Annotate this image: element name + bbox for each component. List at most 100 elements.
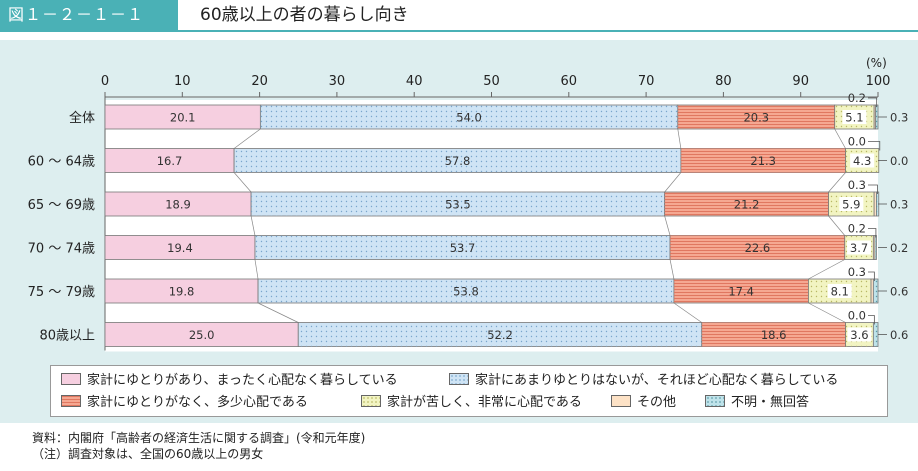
data-label-bg [839,197,864,211]
figure-title: 60歳以上の者の暮らし向き [200,5,409,25]
legend-label: 家計にゆとりがなく、多少心配である [87,395,308,410]
legend-item: 家計が苦しく、非常に心配である [361,394,582,412]
plot-area [105,100,878,352]
legend-swatch [705,395,725,407]
data-label-noanswer: 0.6 [890,285,908,299]
legend-label: その他 [637,395,677,410]
data-label: 53.8 [453,285,479,299]
legend-swatch [611,395,631,407]
data-label: 21.3 [750,154,776,168]
x-tick-label: 80 [715,74,732,89]
leader-line-other [868,141,881,151]
connector-line [254,259,259,280]
data-label-other: 0.0 [848,135,866,149]
data-label-bg [847,240,872,255]
bar-segment [104,191,252,217]
category-label: 全体 [69,110,95,126]
chart-panel: 0 10 20 30 40 50 60 70 80 90 100 (%) 全体 20.1 54.0 20.3… [0,40,918,423]
data-label: 4.3 [853,154,871,168]
category-label: 80歳以上 [39,329,95,344]
figure-header: 図１－２－１－１ 60歳以上の者の暮らし向き [0,0,918,32]
bar-segment-pattern [701,322,846,347]
data-label: 25.0 [189,328,215,342]
bar-segment-pattern [876,192,879,216]
bar-segment-pattern [251,192,665,216]
legend-swatch [449,373,469,385]
data-label: 8.1 [831,285,849,299]
legend-swatch [61,373,81,385]
legend-swatch [61,395,81,407]
stacked-bar-chart: 0 10 20 30 40 50 60 70 80 90 100 (%) 全体 20.1 54.0 20.3… [28,56,908,352]
x-tick-label: 30 [329,74,346,89]
connector-line [233,172,252,193]
data-label: 53.7 [450,241,476,255]
bar-segment-pattern [875,105,878,129]
legend-item: 家計にゆとりがあり、まったく心配なく暮らしている [61,372,398,390]
data-label: 18.9 [165,198,191,212]
bar-segment-pattern [254,235,671,260]
data-label: 19.8 [169,285,195,299]
connector-line [257,302,299,323]
connector-line [834,128,846,149]
legend-swatch [361,395,381,407]
data-label-other: 0.2 [848,91,866,105]
leader-line-other [868,97,878,107]
chart-legend: 家計にゆとりがあり、まったく心配なく暮らしている 家計にあまりゆとりはないが、それ… [50,365,888,417]
bar-segment-pattern [677,105,835,129]
data-label: 22.6 [745,241,771,255]
x-tick-label: 40 [406,74,423,89]
data-label-bg [850,153,875,168]
connector-line [664,215,671,236]
category-label: 70 ～ 74歳 [28,242,95,257]
bar-segment [104,148,235,173]
data-label: 3.6 [850,328,868,342]
bar-segment-pattern [298,322,702,347]
connector-line [673,302,702,323]
legend-item: 不明・無回答 [705,394,809,412]
data-label-other: 0.3 [848,265,866,279]
data-label-other: 0.3 [848,178,866,192]
data-label-noanswer: 0.2 [890,241,908,255]
data-label: 17.4 [728,285,754,299]
data-label-noanswer: 0.6 [890,328,908,342]
data-label: 52.2 [487,328,513,342]
bar-segment-pattern [874,235,877,260]
bar-segment-pattern [680,148,846,173]
category-label: 60 ～ 64歳 [28,155,95,170]
data-label-noanswer: 0.0 [890,154,908,168]
bar-segment-pattern [873,322,878,347]
source-note: 資料：内閣府「高齢者の経済生活に関する調査」(令和元年度) [32,431,366,445]
bar-segment-pattern [260,105,678,129]
legend-label: 家計にあまりゆとりはないが、それほど心配なく暮らしている [475,373,839,388]
connector-line [669,259,675,280]
data-label-bg [842,110,867,124]
data-label-bg [847,327,872,342]
legend-label: 不明・無回答 [731,395,810,410]
connector-line [828,172,846,193]
data-label: 5.1 [845,111,863,125]
connector-line [828,215,846,236]
connector-line [808,259,845,280]
leader-line-other [868,315,875,325]
chart-notes: 資料：内閣府「高齢者の経済生活に関する調査」(令和元年度) （注）調査対象は、全… [32,430,365,462]
bar-segment [104,278,259,304]
data-label-noanswer: 0.3 [890,111,908,125]
leader-line-other [868,271,875,281]
data-label: 21.2 [734,198,760,212]
footnote: （注）調査対象は、全国の60歳以上の男女 [32,447,264,461]
bar-segment-pattern [673,279,809,303]
data-label: 16.7 [157,154,183,168]
unit-label: (%) [866,56,887,70]
data-label: 53.5 [445,198,471,212]
data-label-noanswer: 0.3 [890,198,908,212]
bar-segment-pattern [258,279,674,303]
x-tick-label: 10 [174,74,191,89]
x-tick-label: 50 [483,74,500,89]
connector-line [808,302,846,323]
connector-line [664,172,682,193]
leader-line-other [868,228,877,238]
data-label: 3.7 [850,241,868,255]
header-rule [0,30,918,32]
x-tick-label: 90 [792,74,809,89]
legend-label: 家計が苦しく、非常に心配である [387,395,582,410]
